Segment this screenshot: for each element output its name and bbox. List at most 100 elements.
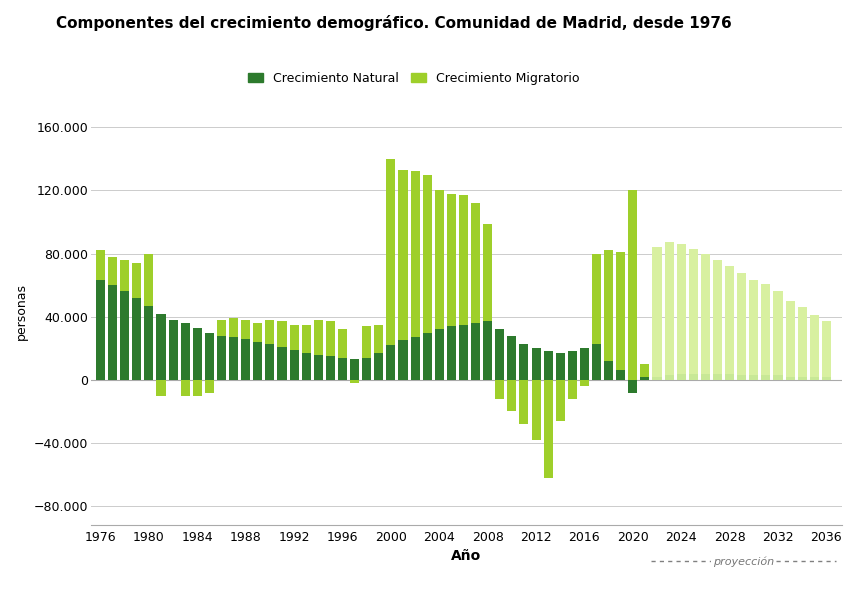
Bar bbox=[302, 324, 311, 353]
Bar bbox=[773, 375, 783, 380]
Bar bbox=[786, 377, 795, 380]
Bar bbox=[144, 253, 154, 306]
Bar bbox=[737, 273, 746, 375]
Bar bbox=[96, 280, 105, 380]
Bar bbox=[229, 337, 238, 380]
Bar bbox=[120, 260, 129, 291]
Bar bbox=[701, 253, 710, 374]
Bar bbox=[773, 291, 783, 375]
Bar bbox=[362, 358, 371, 380]
Bar bbox=[253, 342, 262, 380]
Bar bbox=[459, 195, 468, 324]
Bar bbox=[459, 324, 468, 380]
Bar bbox=[338, 358, 347, 380]
Bar bbox=[411, 337, 419, 380]
Bar bbox=[471, 323, 480, 380]
Bar bbox=[532, 349, 540, 380]
Bar bbox=[471, 203, 480, 323]
Bar bbox=[265, 320, 274, 344]
Bar bbox=[180, 380, 190, 396]
Bar bbox=[96, 250, 105, 280]
Bar bbox=[641, 377, 649, 380]
Bar bbox=[713, 260, 722, 374]
Bar bbox=[810, 377, 819, 380]
Bar bbox=[168, 320, 178, 380]
Bar bbox=[580, 349, 589, 380]
Y-axis label: personas: personas bbox=[15, 283, 28, 341]
Bar bbox=[641, 364, 649, 377]
Bar bbox=[192, 328, 202, 380]
X-axis label: Año: Año bbox=[451, 549, 482, 563]
Bar bbox=[786, 301, 795, 377]
Legend: Crecimiento Natural, Crecimiento Migratorio: Crecimiento Natural, Crecimiento Migrato… bbox=[243, 67, 585, 90]
Bar bbox=[556, 380, 564, 421]
Bar bbox=[689, 374, 698, 380]
Bar bbox=[387, 345, 395, 380]
Bar bbox=[277, 321, 287, 347]
Bar bbox=[435, 329, 444, 380]
Bar bbox=[302, 353, 311, 380]
Bar bbox=[653, 247, 661, 377]
Bar bbox=[592, 253, 601, 344]
Bar bbox=[689, 249, 698, 374]
Bar bbox=[653, 377, 661, 380]
Bar bbox=[665, 242, 673, 375]
Bar bbox=[495, 380, 504, 399]
Bar bbox=[447, 194, 456, 326]
Bar bbox=[314, 355, 323, 380]
Bar bbox=[435, 191, 444, 329]
Bar bbox=[399, 170, 407, 341]
Bar bbox=[156, 380, 166, 396]
Bar bbox=[798, 377, 807, 380]
Bar bbox=[761, 283, 771, 375]
Bar bbox=[495, 329, 504, 380]
Bar bbox=[616, 252, 625, 370]
Bar bbox=[229, 318, 238, 337]
Bar bbox=[568, 380, 577, 399]
Bar bbox=[399, 341, 407, 380]
Bar bbox=[277, 347, 287, 380]
Bar bbox=[749, 375, 758, 380]
Bar bbox=[350, 359, 359, 380]
Bar bbox=[253, 323, 262, 342]
Bar bbox=[701, 374, 710, 380]
Bar bbox=[725, 374, 734, 380]
Text: proyección: proyección bbox=[713, 556, 774, 567]
Bar bbox=[204, 380, 214, 393]
Bar bbox=[749, 280, 758, 375]
Bar bbox=[544, 380, 552, 478]
Bar bbox=[120, 291, 129, 380]
Bar bbox=[156, 314, 166, 380]
Text: Componentes del crecimiento demográfico. Comunidad de Madrid, desde 1976: Componentes del crecimiento demográfico.… bbox=[56, 15, 732, 31]
Bar bbox=[289, 324, 299, 350]
Bar bbox=[810, 315, 819, 377]
Bar bbox=[628, 380, 637, 393]
Bar bbox=[204, 332, 214, 380]
Bar bbox=[761, 375, 771, 380]
Bar bbox=[592, 344, 601, 380]
Bar bbox=[568, 352, 577, 380]
Bar bbox=[713, 374, 722, 380]
Bar bbox=[289, 350, 299, 380]
Bar bbox=[508, 380, 516, 411]
Bar bbox=[423, 175, 432, 332]
Bar bbox=[314, 320, 323, 355]
Bar bbox=[665, 375, 673, 380]
Bar bbox=[387, 159, 395, 345]
Bar bbox=[132, 298, 142, 380]
Bar bbox=[822, 321, 831, 377]
Bar bbox=[192, 380, 202, 396]
Bar bbox=[616, 370, 625, 380]
Bar bbox=[411, 171, 419, 337]
Bar bbox=[604, 361, 613, 380]
Bar bbox=[265, 344, 274, 380]
Bar bbox=[338, 329, 347, 358]
Bar bbox=[508, 336, 516, 380]
Bar bbox=[423, 332, 432, 380]
Bar bbox=[483, 224, 492, 321]
Bar bbox=[326, 321, 335, 356]
Bar bbox=[520, 344, 528, 380]
Bar bbox=[447, 326, 456, 380]
Bar bbox=[520, 380, 528, 424]
Bar bbox=[375, 353, 383, 380]
